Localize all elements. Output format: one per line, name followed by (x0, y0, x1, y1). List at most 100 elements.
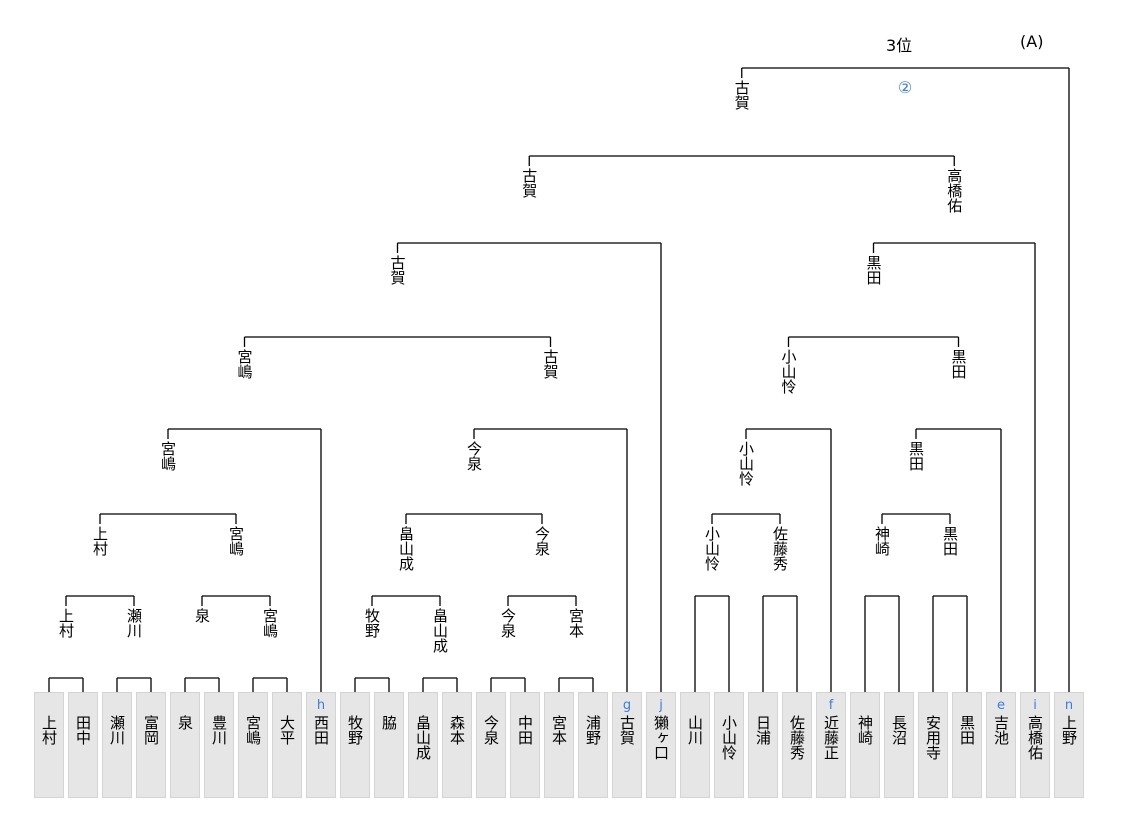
player-name: 瀬川 (108, 715, 126, 745)
match-winner-label: 佐藤秀 (771, 526, 789, 571)
player-box[interactable]: 日浦 (748, 692, 778, 798)
player-box[interactable]: j 獺ヶ口 (646, 692, 676, 798)
match-winner-label: 今泉 (533, 526, 551, 556)
player-box[interactable]: g 古賀 (612, 692, 642, 798)
player-box[interactable]: 大平 (272, 692, 302, 798)
match-winner-label: 宮本 (567, 608, 585, 638)
player-box[interactable]: 宮嶋 (238, 692, 268, 798)
match-winner-label: 上村 (57, 608, 75, 638)
player-name: 宮本 (550, 715, 568, 745)
match-winner-label: 泉 (193, 608, 211, 623)
player-name: 浦野 (584, 715, 602, 745)
player-code: e (997, 698, 1005, 713)
match-winner-label: 宮嶋 (261, 608, 279, 638)
match-winner-label: 古賀 (520, 168, 539, 198)
player-box[interactable]: h 西田 (306, 692, 336, 798)
player-box[interactable]: 佐藤秀 (782, 692, 812, 798)
player-name: 上村 (40, 715, 58, 745)
player-name: 佐藤秀 (788, 715, 806, 760)
match-winner-label: 神崎 (873, 526, 891, 556)
match-winner-label: 黒田 (949, 349, 968, 379)
player-box[interactable]: 安用寺 (918, 692, 948, 798)
player-name: 森本 (448, 715, 466, 745)
player-name: 古賀 (618, 715, 636, 745)
match-winner-label: 黒田 (864, 255, 883, 285)
match-winner-label: 黒田 (907, 441, 925, 471)
player-box[interactable]: 神崎 (850, 692, 880, 798)
player-box[interactable]: i 高橋佑 (1020, 692, 1050, 798)
match-winner-label: 宮嶋 (159, 441, 177, 471)
player-code: i (1033, 698, 1037, 713)
player-box[interactable]: 瀬川 (102, 692, 132, 798)
match-winner-label: 畠山成 (431, 608, 449, 653)
player-name: 長沼 (890, 715, 908, 745)
match-winner-label: 瀬川 (125, 608, 143, 638)
match-winner-label: 上村 (91, 526, 109, 556)
player-box[interactable]: 泉 (170, 692, 200, 798)
player-box[interactable]: 中田 (510, 692, 540, 798)
match-winner-label: 古賀 (732, 80, 751, 110)
match-winner-label: 牧野 (363, 608, 381, 638)
player-name: 畠山成 (414, 715, 432, 760)
player-box[interactable]: n 上野 (1054, 692, 1084, 798)
player-name: 大平 (278, 715, 296, 745)
match-winner-label: 小山怜 (703, 526, 721, 571)
player-box[interactable]: 富岡 (136, 692, 166, 798)
player-box[interactable]: 上村 (34, 692, 64, 798)
player-box[interactable]: f 近藤正 (816, 692, 846, 798)
match-winner-label: 宮嶋 (235, 349, 254, 379)
match-number-badge: ② (897, 78, 913, 97)
match-winner-label: 宮嶋 (227, 526, 245, 556)
player-name: 田中 (74, 715, 92, 745)
player-box[interactable]: 田中 (68, 692, 98, 798)
player-name: 宮嶋 (244, 715, 262, 745)
player-name: 吉池 (992, 715, 1010, 745)
match-winner-label: 畠山成 (397, 526, 415, 571)
player-name: 今泉 (482, 715, 500, 745)
group-label: (A) (1020, 32, 1044, 51)
player-box[interactable]: 長沼 (884, 692, 914, 798)
player-box[interactable]: 今泉 (476, 692, 506, 798)
player-name: 小山怜 (720, 715, 738, 760)
player-box[interactable]: 山川 (680, 692, 710, 798)
player-box[interactable]: 畠山成 (408, 692, 438, 798)
player-box[interactable]: 脇 (374, 692, 404, 798)
player-name: 獺ヶ口 (652, 715, 670, 760)
player-code: j (659, 698, 663, 713)
player-name: 近藤正 (822, 715, 840, 760)
player-name: 豊川 (210, 715, 228, 745)
match-winner-label: 今泉 (499, 608, 517, 638)
player-name: 山川 (686, 715, 704, 745)
player-box[interactable]: 小山怜 (714, 692, 744, 798)
match-winner-label: 高橋佑 (945, 168, 964, 213)
player-box[interactable]: 豊川 (204, 692, 234, 798)
player-name: 日浦 (754, 715, 772, 745)
match-winner-label: 古賀 (541, 349, 560, 379)
match-winner-label: 小山怜 (779, 349, 798, 394)
player-code: f (828, 698, 834, 713)
player-code: n (1064, 698, 1074, 713)
player-code: g (622, 698, 632, 713)
match-winner-label: 小山怜 (737, 441, 755, 486)
player-name: 牧野 (346, 715, 364, 745)
match-winner-label: 今泉 (465, 441, 483, 471)
player-name: 泉 (176, 715, 194, 730)
player-name: 上野 (1060, 715, 1078, 745)
player-box[interactable]: 黒田 (952, 692, 982, 798)
match-winner-label: 黒田 (941, 526, 959, 556)
match-winner-label: 古賀 (388, 255, 407, 285)
place-heading: 3位 (886, 36, 913, 55)
player-box[interactable]: e 吉池 (986, 692, 1016, 798)
player-name: 中田 (516, 715, 534, 745)
player-box[interactable]: 浦野 (578, 692, 608, 798)
player-name: 富岡 (142, 715, 160, 745)
player-name: 高橋佑 (1026, 715, 1044, 760)
player-box[interactable]: 宮本 (544, 692, 574, 798)
player-name: 神崎 (856, 715, 874, 745)
player-name: 黒田 (958, 715, 976, 745)
player-name: 安用寺 (924, 715, 942, 760)
player-box[interactable]: 森本 (442, 692, 472, 798)
player-name: 西田 (312, 715, 330, 745)
player-box[interactable]: 牧野 (340, 692, 370, 798)
